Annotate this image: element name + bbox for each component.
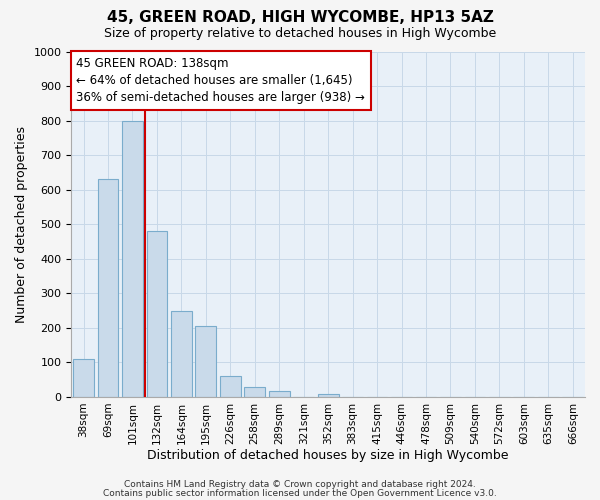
- Text: Size of property relative to detached houses in High Wycombe: Size of property relative to detached ho…: [104, 28, 496, 40]
- Bar: [122, 120, 143, 397]
- Bar: [269, 390, 290, 397]
- Y-axis label: Number of detached properties: Number of detached properties: [15, 126, 28, 322]
- Bar: [73, 359, 94, 397]
- X-axis label: Distribution of detached houses by size in High Wycombe: Distribution of detached houses by size …: [148, 450, 509, 462]
- Bar: [196, 326, 216, 397]
- Text: 45 GREEN ROAD: 138sqm
← 64% of detached houses are smaller (1,645)
36% of semi-d: 45 GREEN ROAD: 138sqm ← 64% of detached …: [76, 56, 365, 104]
- Text: Contains public sector information licensed under the Open Government Licence v3: Contains public sector information licen…: [103, 490, 497, 498]
- Bar: [171, 310, 192, 397]
- Bar: [220, 376, 241, 397]
- Bar: [318, 394, 338, 397]
- Bar: [244, 388, 265, 397]
- Bar: [98, 180, 118, 397]
- Text: Contains HM Land Registry data © Crown copyright and database right 2024.: Contains HM Land Registry data © Crown c…: [124, 480, 476, 489]
- Text: 45, GREEN ROAD, HIGH WYCOMBE, HP13 5AZ: 45, GREEN ROAD, HIGH WYCOMBE, HP13 5AZ: [107, 10, 493, 25]
- Bar: [146, 231, 167, 397]
